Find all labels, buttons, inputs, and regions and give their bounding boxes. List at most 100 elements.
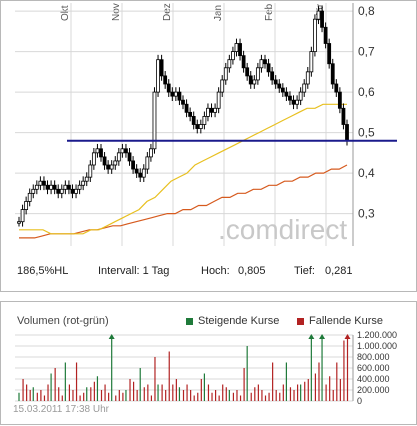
price-chart: OktNovDezJanFebMär0,80,70,60,50,40,3.com… [15,3,397,246]
candle-body [27,192,32,202]
candle-body [231,51,235,61]
candle-body [141,168,146,178]
candle-body [327,43,332,65]
volume-axis-label: 600.000 [357,363,390,373]
low-value: 0,281 [325,265,353,277]
candle-body [152,91,157,150]
month-label: Feb [264,3,275,21]
price-axis-label: 0,7 [358,45,375,59]
candle-body [173,91,178,97]
candle-body [252,79,257,85]
interval-label: Intervall: 1 Tag [98,265,170,277]
candle-body [52,184,57,190]
candle-body [113,160,118,166]
high-label: Hoch: [201,265,230,277]
candle-body [63,184,68,190]
volume-overflow-arrow [319,334,326,339]
performance-label: 186,5%HL [17,265,69,277]
candle-body [56,188,61,194]
candle-body [24,201,29,210]
volume-overflow-arrow [108,334,115,339]
candle-body [95,148,100,154]
candle-body [337,91,342,109]
candle-body [99,148,103,158]
candle-body [234,43,239,52]
volume-overflow-arrow [308,334,315,339]
candle-body [106,164,111,170]
candle-body [91,152,96,166]
legend-rising-label: Steigende Kurse [198,315,280,327]
candle-body [259,59,264,69]
candle-body [88,164,93,178]
candle-body [34,184,39,190]
month-label: Okt [60,5,71,21]
candle-body [216,91,221,109]
volume-axis-label: 0 [357,396,362,406]
candle-body [309,51,314,73]
candle-body [20,209,25,223]
candle-body [31,188,36,194]
candle-body [191,116,196,125]
ma-short-line [19,103,347,235]
candle-body [238,43,242,57]
candle-body [145,156,150,170]
candle-body [295,99,299,105]
volume-axis-label: 400.000 [357,374,390,384]
candle-body [127,152,132,162]
low-label: Tief: [294,265,315,277]
candle-body [59,188,64,194]
candle-body [49,184,53,190]
volume-axis-label: 1.200.000 [357,330,397,340]
price-axis-label: 0,8 [358,4,375,18]
candle-body [227,59,232,69]
candle-body [81,180,86,186]
candle-body [341,107,346,125]
candle-body [134,168,139,174]
candle-body [277,83,282,89]
candle-body [124,148,128,154]
price-axis-label: 0,3 [358,207,375,221]
candle-body [198,124,203,129]
candle-body [263,59,267,65]
candle-body [170,91,175,97]
candle-body [195,124,200,129]
candle-body [255,67,260,81]
candle-body [323,26,328,44]
candle-body [77,184,82,190]
rising-swatch [186,317,193,325]
candle-body [38,180,43,186]
price-chart-panel: OktNovDezJanFebMär0,80,70,60,50,40,3.com… [0,0,417,292]
candle-body [120,148,125,154]
candle-body [131,160,135,170]
price-axis-label: 0,5 [358,126,375,140]
candle-body [188,111,193,117]
candle-body [320,10,324,28]
candle-body [223,67,228,81]
volume-axis-label: 1.000.000 [357,341,397,351]
volume-chart-panel: Volumen (rot-grün) Steigende Kurse Falle… [0,301,417,425]
candle-body [270,71,275,81]
candle-body [248,75,253,85]
candle-body [220,79,225,93]
candle-body [116,152,121,162]
legend-falling-label: Fallende Kurse [309,315,383,327]
volume-chart: 1.200.0001.000.000800.000600.000400.0002… [15,330,397,406]
candle-body [280,87,285,93]
candle-body [149,148,153,158]
candle-body [102,156,107,166]
candle-body [209,107,214,113]
candle-body [166,83,171,93]
candle-body [84,176,89,182]
candle-body [109,164,114,170]
candle-body [330,63,335,85]
candle-body [345,124,349,142]
candle-body [302,83,307,93]
timestamp: 15.03.2011 17:38 Uhr [13,404,110,415]
high-value: 0,805 [238,265,266,277]
price-axis-label: 0,4 [358,166,375,180]
falling-swatch [297,317,304,325]
candle-body [273,79,278,85]
candle-body [266,63,271,73]
candle-body [245,67,250,77]
candle-body [288,95,292,101]
